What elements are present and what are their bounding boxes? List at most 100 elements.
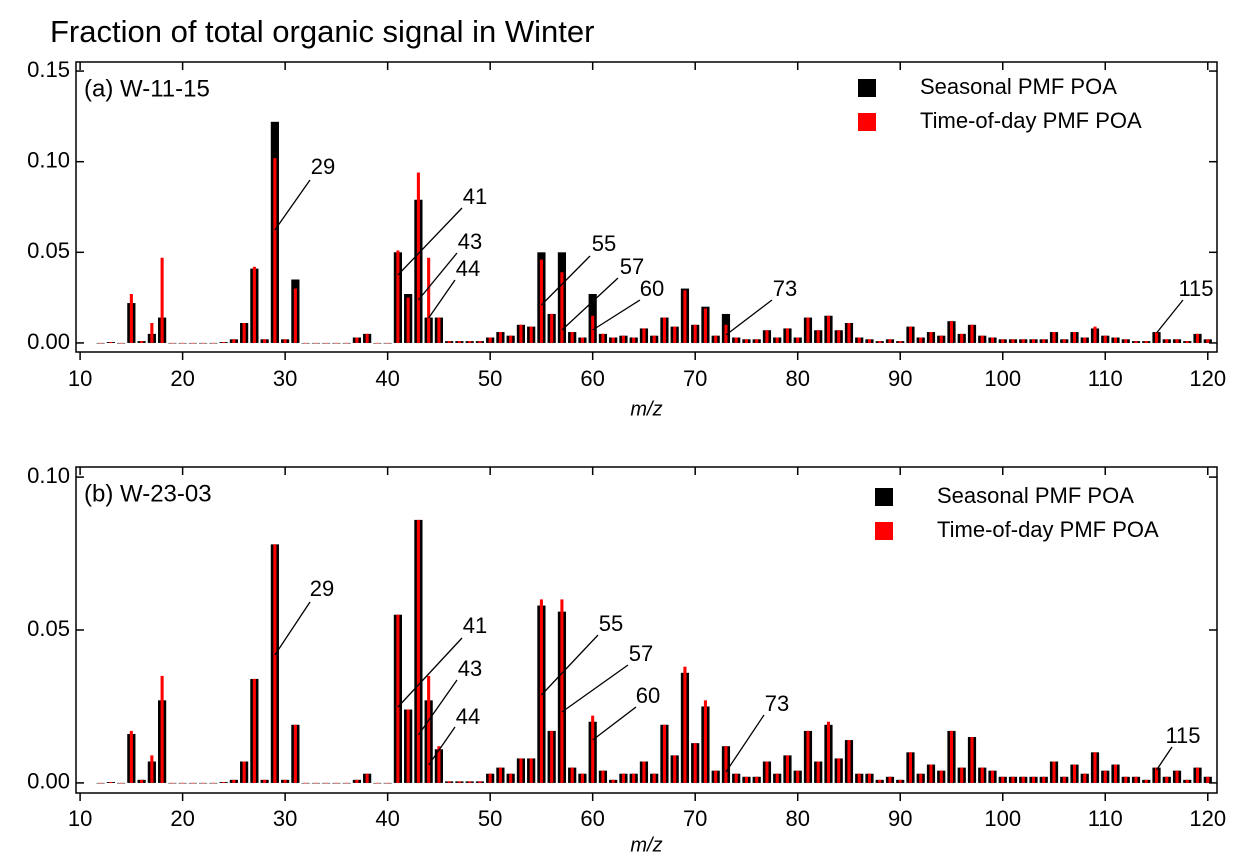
annotation-leader [540, 255, 591, 306]
bar [601, 770, 605, 783]
bar [1185, 341, 1189, 343]
bar [375, 782, 379, 784]
bar [1031, 776, 1036, 783]
bar [1175, 339, 1179, 343]
x-tick-label: 50 [478, 366, 502, 391]
bar [252, 678, 256, 783]
bar [878, 341, 882, 343]
annotation-leader [417, 679, 458, 736]
annotation-leader [397, 637, 463, 708]
bar [1052, 332, 1056, 343]
bar [191, 342, 195, 344]
bar [1062, 776, 1066, 783]
bar [222, 342, 226, 343]
annotation: 115 [1165, 723, 1200, 748]
bar [1175, 770, 1179, 783]
annotation: 44 [456, 256, 480, 281]
bar [293, 724, 297, 783]
bar [386, 342, 390, 344]
bar [1001, 339, 1005, 343]
bar [509, 773, 513, 783]
x-tick-label: 30 [273, 806, 297, 831]
bar [652, 335, 656, 343]
x-tick-label: 60 [580, 366, 604, 391]
bar [970, 324, 974, 343]
bar [980, 335, 984, 343]
bar [703, 700, 707, 783]
bar [683, 290, 687, 343]
bar [529, 758, 533, 783]
bar [570, 767, 574, 783]
bar [724, 324, 728, 343]
bar [1083, 773, 1087, 783]
bar [1144, 779, 1148, 783]
figure-title: Fraction of total organic signal in Wint… [50, 14, 594, 49]
bar [550, 313, 554, 343]
bar [826, 721, 831, 783]
bar [744, 776, 748, 783]
panel-label: (a) W-11-15 [84, 75, 210, 102]
bar [796, 770, 800, 783]
annotation: 57 [620, 254, 644, 279]
x-tick-label: 50 [478, 806, 502, 831]
bar [99, 782, 103, 784]
bar [939, 770, 943, 783]
bar [837, 330, 841, 343]
bar [211, 342, 215, 344]
x-tick-label: 80 [785, 806, 809, 831]
bar [119, 782, 123, 784]
bar [191, 782, 195, 784]
bar [1042, 776, 1046, 783]
x-tick-label: 60 [580, 806, 604, 831]
bar [140, 341, 144, 343]
bar [1113, 764, 1118, 783]
legend-swatch [858, 113, 876, 131]
bar [642, 328, 646, 343]
bar [1021, 339, 1025, 343]
x-tick-label: 70 [683, 806, 707, 831]
bar [355, 779, 359, 783]
bar [263, 779, 267, 783]
bar [201, 342, 205, 344]
bar [785, 328, 789, 343]
bar [652, 773, 656, 783]
bar [570, 332, 574, 343]
bar [273, 158, 277, 343]
bar [878, 779, 882, 783]
annotation-leader [1156, 299, 1184, 334]
bar [170, 342, 174, 344]
bar [796, 337, 800, 343]
bar [662, 317, 666, 343]
bar [857, 773, 861, 783]
bar [1062, 339, 1066, 343]
x-tick-label: 40 [375, 806, 399, 831]
bar [898, 341, 902, 343]
bar [908, 752, 913, 783]
bar [1195, 333, 1200, 343]
bar [447, 341, 451, 343]
bar [1195, 767, 1200, 783]
bar [1144, 341, 1148, 343]
bar [693, 324, 697, 343]
bar [406, 709, 410, 783]
bar [283, 779, 287, 783]
annotation: 41 [463, 613, 487, 638]
bar [826, 315, 831, 343]
annotation: 43 [458, 229, 482, 254]
annotation: 41 [463, 184, 487, 209]
bar [252, 266, 256, 343]
annotation: 44 [456, 704, 480, 729]
bar [908, 326, 913, 343]
annotation: 60 [636, 683, 660, 708]
bar [1124, 339, 1128, 343]
bar [478, 341, 482, 343]
bar [806, 317, 810, 343]
bar [857, 337, 861, 343]
bar [960, 333, 964, 343]
y-tick-label: 0.05 [27, 238, 70, 263]
bar [785, 755, 789, 783]
x-tick-label: 90 [888, 366, 912, 391]
bar [1185, 779, 1189, 783]
bar [560, 272, 564, 343]
